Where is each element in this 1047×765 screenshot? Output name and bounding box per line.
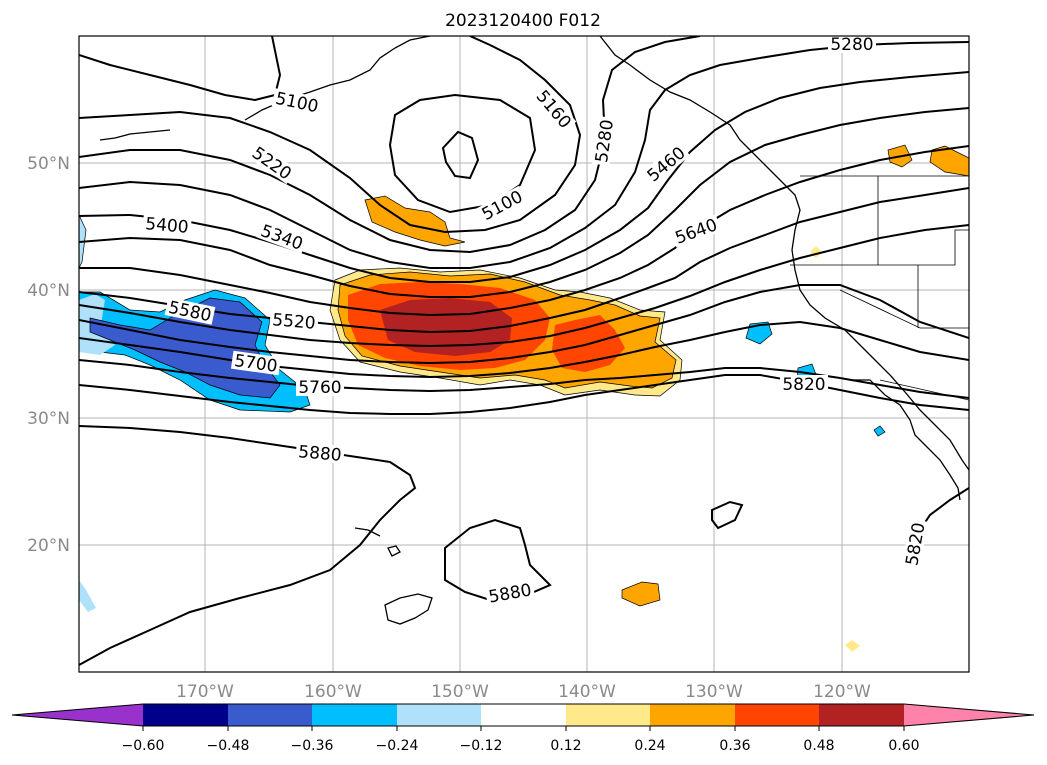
contour-label: 5880 bbox=[297, 442, 342, 466]
colorbar-swatch bbox=[650, 704, 735, 726]
colorbar-swatch bbox=[566, 704, 650, 726]
north-america-coast bbox=[599, 36, 969, 471]
lat-label: 20°N bbox=[27, 536, 70, 556]
lon-label: 170°W bbox=[176, 682, 234, 702]
contour-label: 5760 bbox=[298, 378, 341, 398]
state-border-3 bbox=[839, 289, 969, 329]
contour-5640 bbox=[79, 284, 969, 365]
contour-5520 bbox=[79, 187, 969, 334]
colorbar-over bbox=[904, 704, 1034, 726]
map-plot-area: 5100 5160 5220 5280 5100 5280 5340 5400 … bbox=[79, 35, 969, 672]
colorbar-tick-label: −0.24 bbox=[376, 738, 419, 754]
colorbar-tick-label: −0.12 bbox=[460, 738, 503, 754]
latitude-labels: 50°N 40°N 30°N 20°N bbox=[27, 154, 70, 556]
colorbar-ticks bbox=[142, 726, 905, 731]
contour-label: 5400 bbox=[144, 214, 189, 238]
colorbar-swatch bbox=[735, 704, 819, 726]
colorbar-tick-label: 0.36 bbox=[719, 738, 750, 754]
baja-coast bbox=[850, 379, 961, 501]
colorbar-tick-label: 0.24 bbox=[634, 738, 665, 754]
contour-labels: 5100 5160 5220 5280 5100 5280 5340 5400 … bbox=[142, 35, 930, 608]
warm-patch-gulf bbox=[364, 195, 466, 247]
contour-label: 5340 bbox=[258, 221, 305, 255]
cold-patch-sw bbox=[79, 580, 96, 612]
lon-label: 120°W bbox=[813, 682, 871, 702]
colorbar-tick-label: −0.60 bbox=[122, 738, 165, 754]
map-title: 2023120400 F012 bbox=[445, 11, 601, 31]
contour-5400 bbox=[79, 107, 969, 298]
lat-label: 50°N bbox=[27, 154, 70, 174]
longitude-labels: 170°W 160°W 150°W 140°W 130°W 120°W bbox=[176, 682, 871, 702]
map-frame bbox=[78, 35, 970, 673]
lat-label: 30°N bbox=[27, 409, 70, 429]
contour-label: 5820 bbox=[902, 521, 929, 567]
colorbar-under bbox=[12, 704, 143, 726]
cold-patch-small bbox=[873, 425, 886, 437]
contour-5880-closed bbox=[444, 518, 552, 602]
colorbar-swatch bbox=[397, 704, 481, 726]
lon-label: 150°W bbox=[431, 682, 489, 702]
colorbar-tick-label: −0.36 bbox=[291, 738, 334, 754]
contour-5580 bbox=[79, 224, 969, 348]
contour-label: 5280 bbox=[592, 118, 618, 164]
hawaii-big-island bbox=[384, 593, 433, 625]
height-contours bbox=[79, 36, 969, 666]
lon-label: 160°W bbox=[304, 682, 362, 702]
aleutians-coast bbox=[99, 129, 171, 141]
contour-5880-small bbox=[711, 500, 744, 530]
state-border-1 bbox=[790, 229, 969, 266]
contour-label: 5820 bbox=[782, 375, 825, 395]
contour-5220 bbox=[79, 36, 701, 254]
colorbar-tick-label: 0.12 bbox=[550, 738, 581, 754]
colorbar-swatch bbox=[481, 704, 566, 726]
warm-patch-tiny bbox=[845, 640, 860, 652]
contour-5880 bbox=[79, 425, 417, 666]
contour-5100 bbox=[388, 93, 537, 214]
contour-5280 bbox=[79, 41, 969, 269]
contour-5760 bbox=[79, 359, 969, 399]
contour-label: 5100 bbox=[274, 89, 320, 118]
contour-label: 5100 bbox=[479, 187, 527, 225]
contour-5460 bbox=[79, 145, 969, 317]
contour-label: 5880 bbox=[487, 580, 533, 607]
colorbar-tick-label: 0.60 bbox=[888, 738, 919, 754]
lat-label: 40°N bbox=[27, 281, 70, 301]
contour-5100-west bbox=[79, 36, 282, 102]
hawaii-islet bbox=[387, 545, 401, 557]
colorbar-swatch bbox=[228, 704, 312, 726]
colorbar-tick-label: −0.48 bbox=[207, 738, 250, 754]
contour-5160 bbox=[79, 36, 582, 234]
colorbar-tick-label: 0.48 bbox=[803, 738, 834, 754]
lon-label: 140°W bbox=[558, 682, 616, 702]
contour-label: 5280 bbox=[830, 35, 873, 55]
hawaii-islands bbox=[354, 527, 381, 537]
warm-patch-south bbox=[621, 581, 661, 607]
warm-patch-ne-2 bbox=[929, 145, 969, 177]
lon-label: 130°W bbox=[685, 682, 743, 702]
colorbar-swatch bbox=[312, 704, 397, 726]
contour-label: 5520 bbox=[271, 310, 316, 334]
colorbar-swatch bbox=[819, 704, 904, 726]
colorbar: −0.60 −0.48 −0.36 −0.24 −0.12 0.12 0.24 … bbox=[11, 703, 1035, 754]
political-borders bbox=[790, 175, 969, 401]
contour-label: 5640 bbox=[673, 215, 720, 249]
colorbar-swatch bbox=[143, 704, 228, 726]
contour-5340 bbox=[79, 71, 969, 283]
contour-5040 bbox=[441, 130, 480, 180]
positive-anomaly-fills bbox=[329, 144, 969, 652]
